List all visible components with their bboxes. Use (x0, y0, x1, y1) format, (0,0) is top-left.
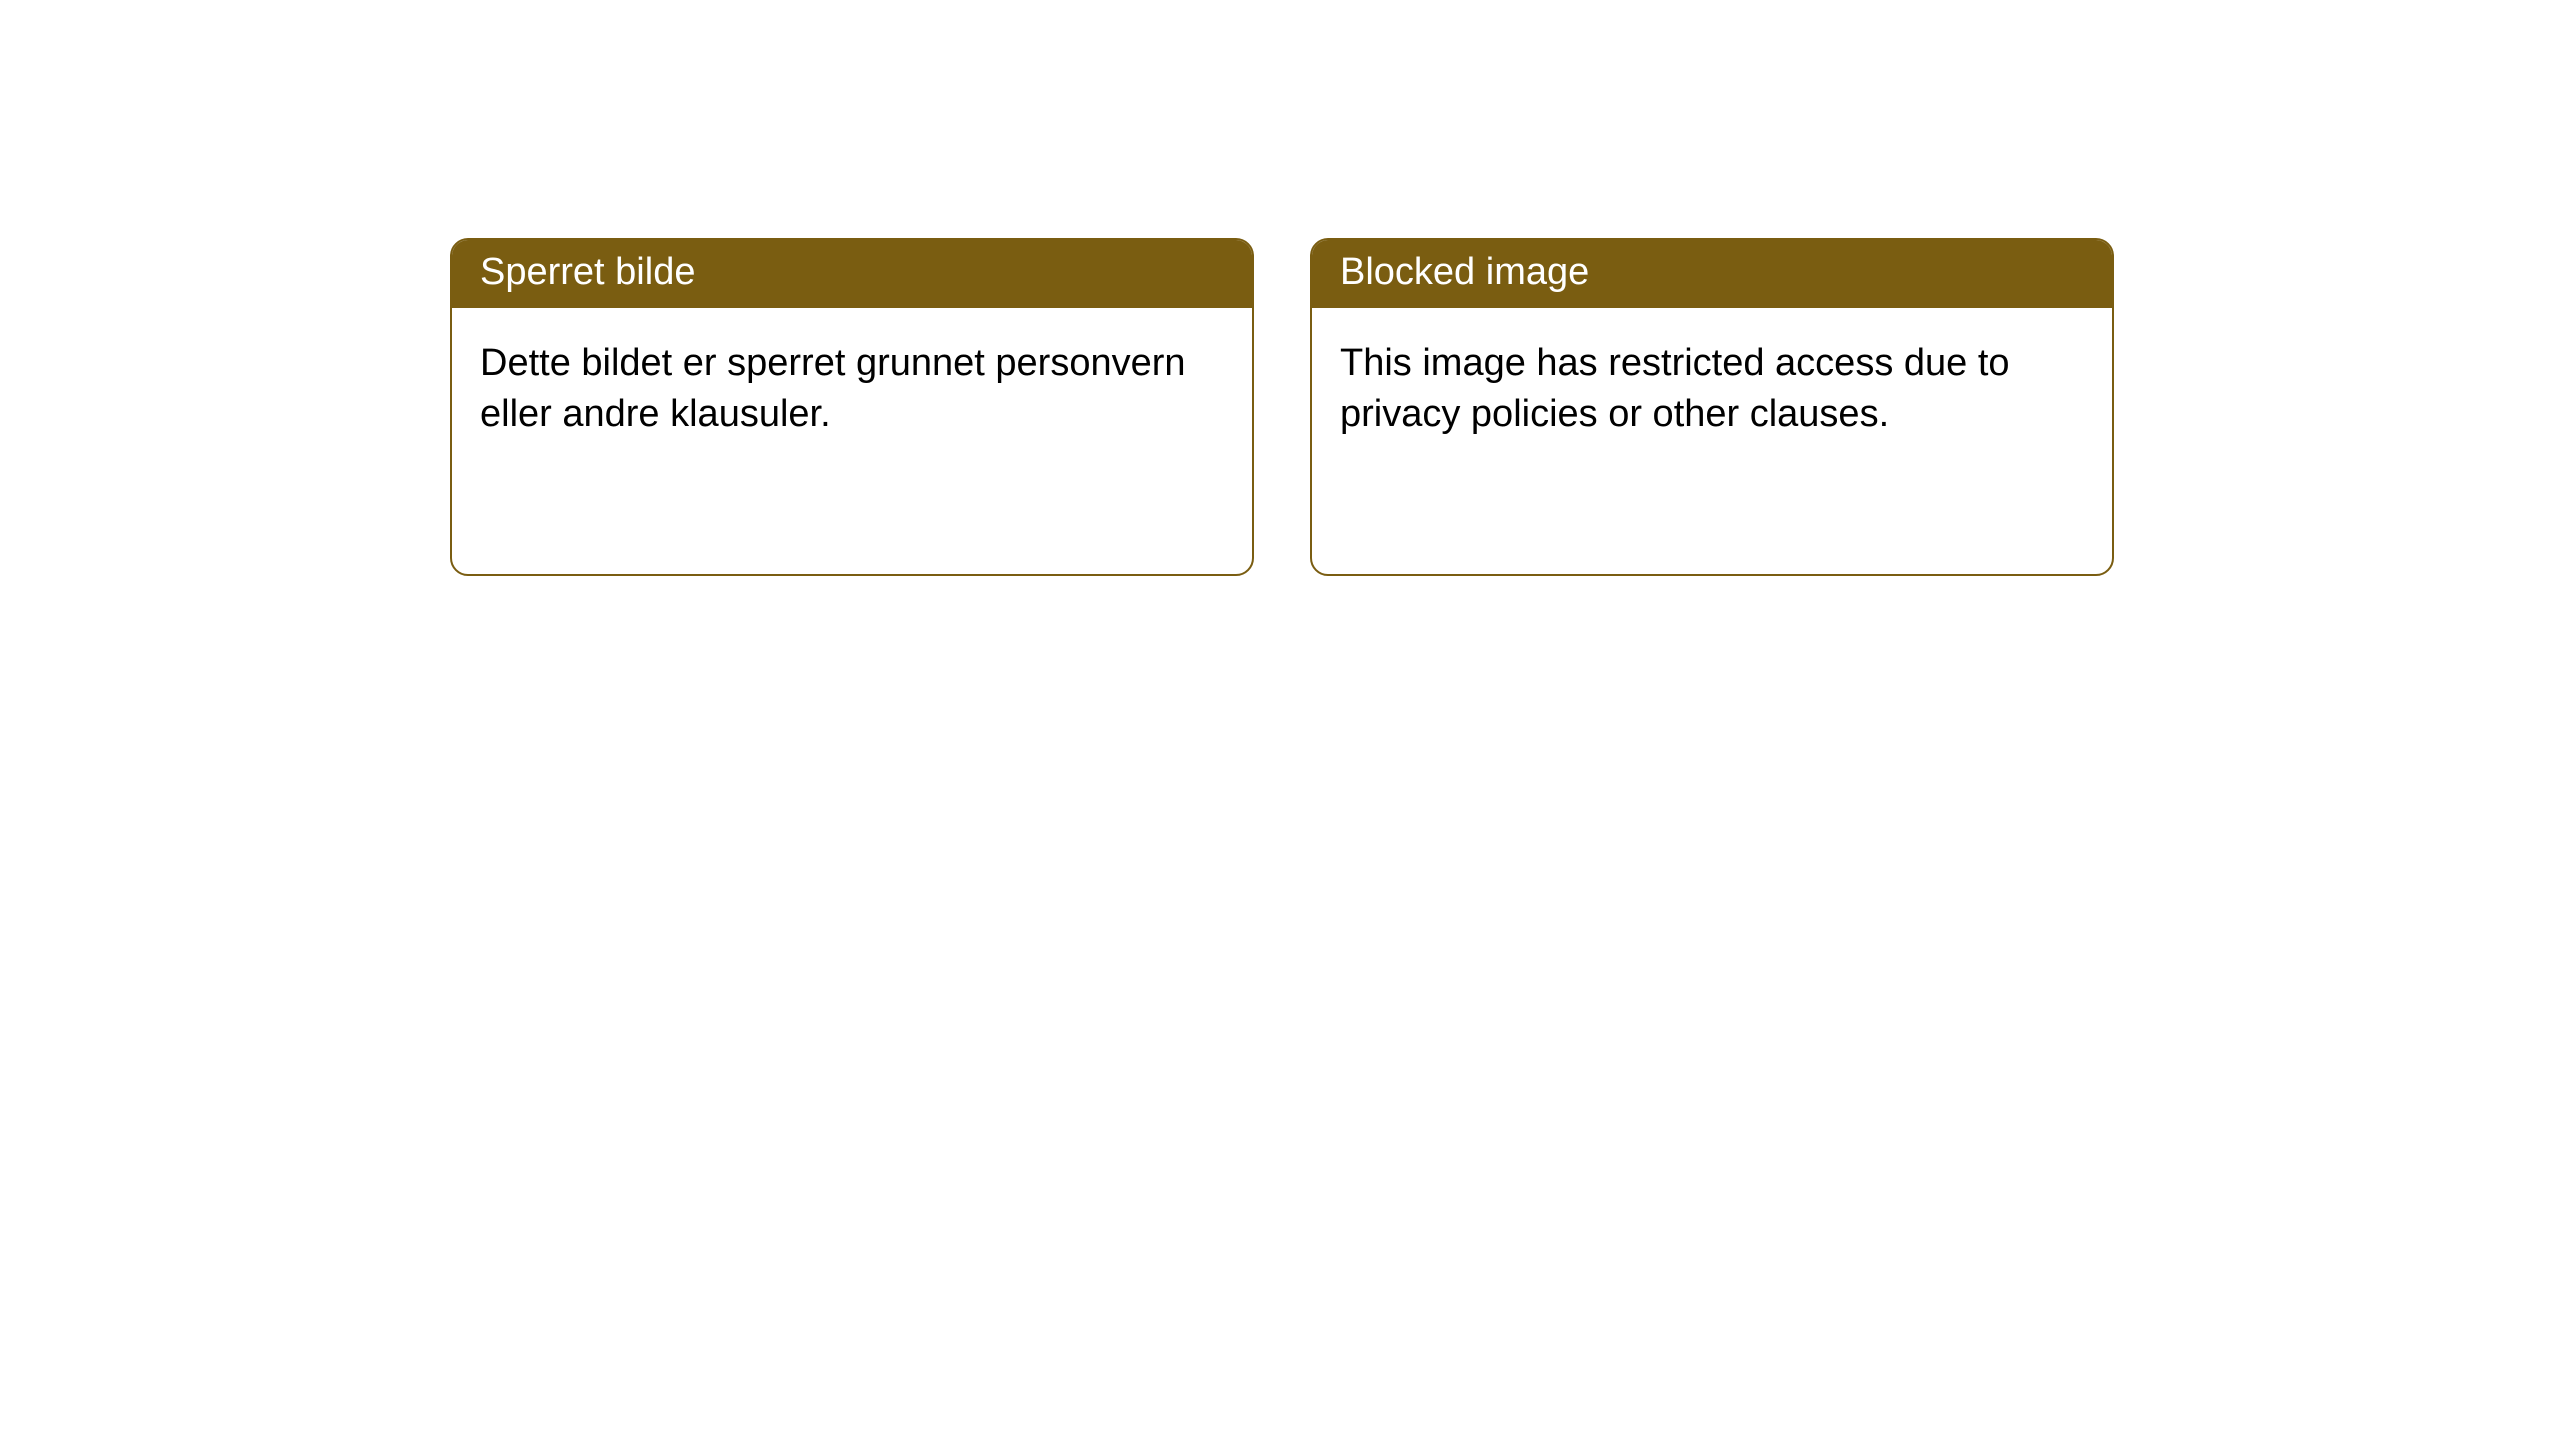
card-message-en: This image has restricted access due to … (1340, 342, 2010, 435)
card-body-no: Dette bildet er sperret grunnet personve… (452, 308, 1252, 471)
blocked-image-card-en: Blocked image This image has restricted … (1310, 238, 2114, 576)
card-header-en: Blocked image (1312, 240, 2112, 308)
card-body-en: This image has restricted access due to … (1312, 308, 2112, 471)
card-title-en: Blocked image (1340, 251, 1589, 293)
card-message-no: Dette bildet er sperret grunnet personve… (480, 342, 1186, 435)
card-title-no: Sperret bilde (480, 251, 695, 293)
notice-container: Sperret bilde Dette bildet er sperret gr… (0, 0, 2560, 576)
card-header-no: Sperret bilde (452, 240, 1252, 308)
blocked-image-card-no: Sperret bilde Dette bildet er sperret gr… (450, 238, 1254, 576)
